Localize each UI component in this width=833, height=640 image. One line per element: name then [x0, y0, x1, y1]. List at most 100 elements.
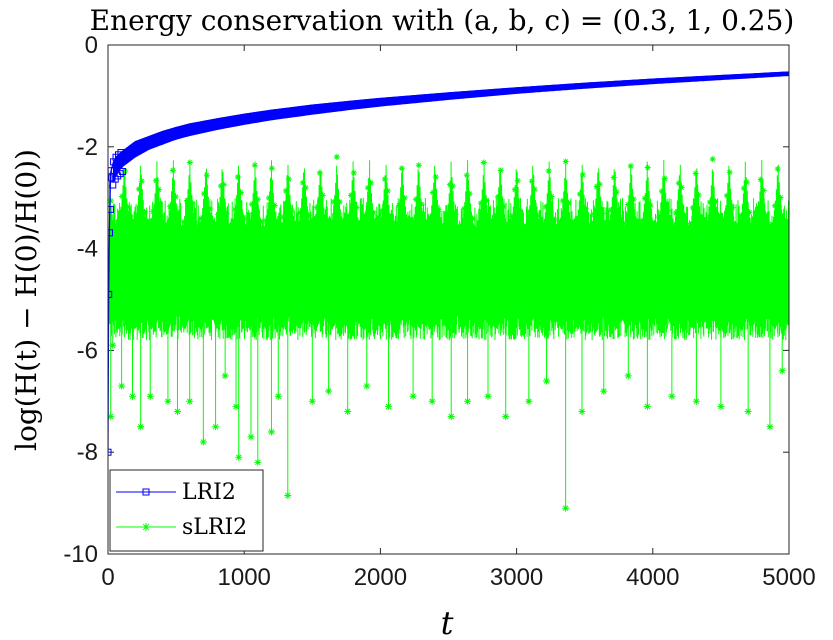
slri2-marker [124, 203, 131, 210]
slri2-marker [110, 218, 117, 225]
slri2-marker [687, 222, 694, 229]
slri2-marker [254, 196, 261, 203]
slri2-marker [494, 193, 501, 200]
slri2-marker [689, 204, 696, 211]
slri2-marker [766, 224, 773, 231]
slri2-spike-marker [464, 397, 472, 405]
slri2-marker [596, 181, 603, 188]
slri2-marker [712, 198, 719, 205]
x-tick-label: 1000 [218, 564, 271, 591]
x-tick-label: 4000 [626, 564, 679, 591]
slri2-marker [164, 221, 171, 228]
slri2-spike-marker [254, 458, 262, 466]
lri2-marker [114, 151, 122, 159]
slri2-marker [557, 218, 564, 225]
slri2-marker [754, 208, 761, 215]
slri2-marker [752, 223, 759, 230]
slri2-marker [613, 189, 620, 196]
slri2-marker [189, 200, 196, 207]
legend-box [109, 469, 264, 552]
legend-label-lri2: LRI2 [182, 480, 236, 505]
slri2-marker [506, 224, 513, 231]
slri2-spike-marker [173, 407, 181, 415]
slri2-marker [576, 191, 583, 198]
slri2-marker [203, 172, 210, 179]
slri2-marker [181, 218, 188, 225]
slri2-marker [147, 223, 154, 230]
y-axis-label: log(H(t) − H(0)/H(0)) [10, 149, 43, 451]
slri2-marker [161, 224, 168, 231]
plot-frame [107, 44, 790, 555]
slri2-marker [729, 204, 736, 211]
slri2-marker [116, 216, 123, 223]
slri2-marker [537, 224, 544, 231]
slri2-marker [460, 205, 467, 212]
slri2-marker [723, 192, 730, 199]
slri2-marker [562, 158, 569, 165]
slri2-marker [763, 213, 770, 220]
slri2-marker [260, 225, 267, 232]
slri2-marker [704, 219, 711, 226]
slri2-marker [517, 208, 524, 215]
slri2-spike-marker [235, 453, 243, 461]
slri2-marker [379, 207, 386, 214]
slri2-marker [427, 214, 434, 221]
slri2-marker [336, 198, 343, 205]
slri2-marker [158, 213, 165, 220]
slri2-marker [720, 216, 727, 223]
slri2-marker [226, 224, 233, 231]
slri2-spike-marker [212, 423, 220, 431]
slri2-marker [486, 218, 493, 225]
slri2-spike-marker [525, 397, 533, 405]
slri2-marker [633, 218, 640, 225]
slri2-marker [692, 170, 699, 177]
slri2-marker [353, 204, 360, 211]
slri2-spike-marker [543, 377, 551, 385]
slri2-marker [127, 221, 134, 228]
slri2-marker [381, 176, 388, 183]
slri2-marker [271, 202, 278, 209]
slri2-marker [342, 225, 349, 232]
slri2-marker [297, 209, 304, 216]
slri2-marker [774, 165, 781, 172]
slri2-marker [234, 173, 241, 180]
slri2-marker [209, 222, 216, 229]
slri2-marker [251, 162, 258, 169]
slri2-marker [463, 172, 470, 179]
slri2-marker [215, 211, 222, 218]
slri2-spike-marker [325, 387, 333, 395]
x-tick-label: 5000 [762, 564, 815, 591]
slri2-marker [113, 225, 120, 232]
slri2-marker [619, 224, 626, 231]
slri2-marker [514, 177, 521, 184]
slri2-marker [243, 224, 250, 231]
slri2-marker [345, 216, 352, 223]
slri2-marker [605, 222, 612, 229]
slri2-marker [299, 179, 306, 186]
slri2-marker [387, 213, 394, 220]
slri2-spike-marker [717, 402, 725, 410]
y-tick-label: -4 [77, 236, 98, 263]
slri2-marker [449, 183, 456, 190]
slri2-marker [429, 189, 436, 196]
slri2-marker [186, 159, 193, 166]
slri2-marker [783, 225, 789, 232]
lri2-marker [114, 172, 122, 180]
slri2-marker [192, 220, 199, 227]
slri2-marker [395, 202, 402, 209]
slri2-marker [282, 187, 289, 194]
slri2-marker [571, 225, 578, 232]
slri2-marker [644, 164, 651, 171]
slri2-marker [432, 173, 439, 180]
slri2-marker [469, 215, 476, 222]
slri2-marker [650, 220, 657, 227]
slri2-marker [288, 207, 295, 214]
slri2-marker [548, 193, 555, 200]
slri2-marker [376, 223, 383, 230]
slri2-marker [167, 203, 174, 210]
slri2-marker [743, 179, 750, 186]
slri2-marker [339, 219, 346, 226]
y-tick-label: 0 [85, 32, 98, 59]
series-lri2 [108, 71, 789, 456]
slri2-marker [715, 219, 722, 226]
